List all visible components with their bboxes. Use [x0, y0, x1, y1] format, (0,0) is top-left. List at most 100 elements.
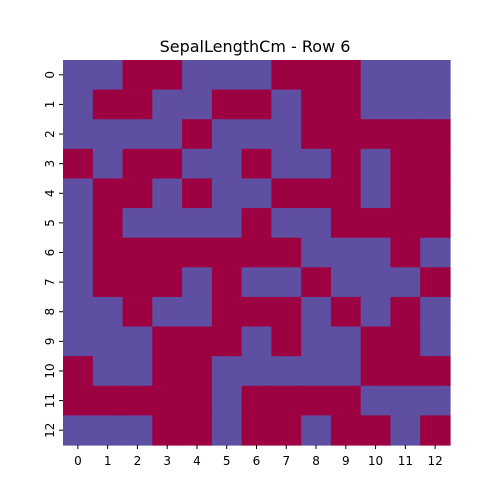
- heatmap-cell: [182, 208, 213, 239]
- heatmap-cell: [152, 60, 183, 91]
- heatmap-cell: [241, 267, 272, 298]
- heatmap-cell: [360, 415, 392, 446]
- heatmap-cell: [271, 356, 302, 387]
- heatmap-cell: [301, 385, 332, 416]
- heatmap-cell: [182, 119, 213, 150]
- heatmap-cell: [63, 296, 94, 328]
- y-tick-label: 1: [43, 101, 57, 109]
- heatmap-cell: [211, 296, 243, 328]
- heatmap-cell: [182, 237, 213, 268]
- heatmap-cell: [390, 356, 421, 387]
- heatmap-cell: [63, 148, 94, 180]
- heatmap-cell: [301, 296, 332, 328]
- heatmap-cell: [211, 356, 243, 387]
- heatmap-cell: [420, 89, 451, 120]
- heatmap-cell: [420, 356, 451, 387]
- heatmap-cell: [390, 60, 421, 91]
- heatmap-cell: [92, 326, 124, 357]
- heatmap-cell: [301, 415, 332, 446]
- heatmap-cell: [182, 296, 213, 328]
- heatmap-cell: [390, 178, 421, 209]
- heatmap-cell: [360, 385, 392, 416]
- heatmap-cell: [63, 60, 94, 91]
- heatmap-cell: [182, 415, 213, 446]
- heatmap-cell: [152, 178, 183, 209]
- heatmap-cell: [63, 356, 94, 387]
- heatmap-cell: [63, 89, 94, 120]
- heatmap-cell: [182, 385, 213, 416]
- heatmap-cell: [211, 208, 243, 239]
- heatmap-cell: [152, 237, 183, 268]
- heatmap-cell: [271, 119, 302, 150]
- heatmap-cell: [330, 178, 362, 209]
- heatmap-cell: [63, 208, 94, 239]
- heatmap-cell: [330, 296, 362, 328]
- y-tick-label: 2: [43, 130, 57, 138]
- heatmap-cell: [211, 237, 243, 268]
- heatmap-cell: [122, 415, 153, 446]
- heatmap-cell: [420, 208, 451, 239]
- heatmap-cell: [271, 415, 302, 446]
- heatmap-cell: [152, 385, 183, 416]
- x-tick-label: 1: [104, 454, 112, 468]
- heatmap-cell: [271, 296, 302, 328]
- heatmap-cell: [63, 385, 94, 416]
- heatmap-cell: [92, 119, 124, 150]
- heatmap-cell: [211, 326, 243, 357]
- heatmap-cell: [182, 60, 213, 91]
- heatmap-cell: [420, 60, 451, 91]
- heatmap-cell: [330, 148, 362, 180]
- x-tick-label: 8: [312, 454, 320, 468]
- y-tick-label: 3: [43, 160, 57, 168]
- heatmap-cell: [182, 89, 213, 120]
- heatmap-cell: [330, 60, 362, 91]
- heatmap-cell: [122, 296, 153, 328]
- heatmap-cell: [390, 119, 421, 150]
- heatmap-cell: [92, 89, 124, 120]
- heatmap-cell: [211, 415, 243, 446]
- heatmap-cell: [360, 326, 392, 357]
- heatmap-cell: [271, 178, 302, 209]
- y-tick-label: 5: [43, 219, 57, 227]
- heatmap-cell: [360, 89, 392, 120]
- heatmap-cell: [241, 89, 272, 120]
- heatmap-cell: [241, 208, 272, 239]
- heatmap-cell: [271, 267, 302, 298]
- heatmap-cell: [152, 326, 183, 357]
- heatmap-cell: [330, 119, 362, 150]
- heatmap-cell: [152, 208, 183, 239]
- heatmap-cell: [92, 296, 124, 328]
- y-tick-label: 12: [43, 423, 57, 438]
- heatmap-cell: [420, 178, 451, 209]
- heatmap-cell: [122, 267, 153, 298]
- x-tick-label: 0: [74, 454, 82, 468]
- y-tick-label: 4: [43, 189, 57, 197]
- heatmap-cell: [301, 208, 332, 239]
- heatmap-cell: [241, 178, 272, 209]
- heatmap-cell: [360, 237, 392, 268]
- heatmap-cell: [211, 119, 243, 150]
- heatmap-cell: [271, 89, 302, 120]
- heatmap-cell: [152, 267, 183, 298]
- heatmap-cell: [301, 60, 332, 91]
- heatmap-cell: [390, 415, 421, 446]
- heatmap-cell: [211, 60, 243, 91]
- heatmap-cell: [271, 385, 302, 416]
- x-tick-label: 12: [427, 454, 442, 468]
- heatmap-cell: [360, 60, 392, 91]
- heatmap-cell: [211, 178, 243, 209]
- heatmap-cell: [301, 178, 332, 209]
- heatmap-cell: [390, 267, 421, 298]
- x-tick-label: 6: [253, 454, 261, 468]
- heatmap-cell: [301, 326, 332, 357]
- heatmap-cell: [301, 237, 332, 268]
- heatmap-cell: [420, 326, 451, 357]
- heatmap-cell: [122, 119, 153, 150]
- heatmap-cell: [122, 385, 153, 416]
- heatmap-cell: [92, 267, 124, 298]
- heatmap-cell: [92, 60, 124, 91]
- heatmap-cell: [63, 119, 94, 150]
- heatmap-cell: [241, 296, 272, 328]
